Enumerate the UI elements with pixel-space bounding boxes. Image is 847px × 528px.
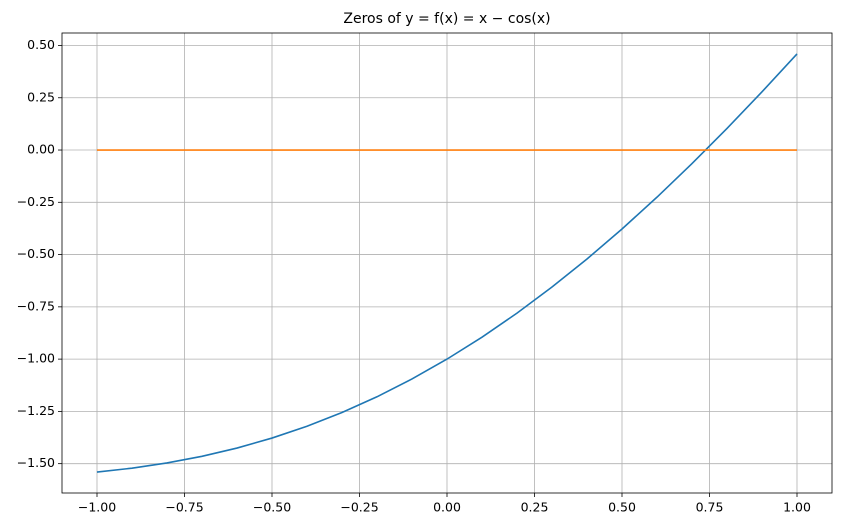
x-tick-label: −1.00 bbox=[78, 500, 116, 515]
x-tick-label: −0.75 bbox=[165, 500, 203, 515]
x-tick-label: 0.75 bbox=[696, 500, 724, 515]
data-line bbox=[96, 53, 798, 473]
y-tick-label: 0.00 bbox=[27, 142, 55, 157]
x-tick-label: 0.00 bbox=[433, 500, 461, 515]
plot-frame bbox=[61, 32, 833, 494]
y-tick-label: −0.50 bbox=[17, 246, 55, 261]
y-tick-label: −1.50 bbox=[17, 455, 55, 470]
x-tick-label: −0.25 bbox=[340, 500, 378, 515]
x-tick-label: 0.50 bbox=[608, 500, 636, 515]
x-tick-label: 0.25 bbox=[521, 500, 549, 515]
y-tick-label: −0.75 bbox=[17, 298, 55, 313]
x-tick-label: 1.00 bbox=[783, 500, 811, 515]
y-tick-label: 0.50 bbox=[27, 37, 55, 52]
chart-title: Zeros of y = f(x) = x − cos(x) bbox=[343, 11, 550, 27]
y-tick-label: −1.00 bbox=[17, 351, 55, 366]
x-tick-label: −0.50 bbox=[253, 500, 291, 515]
y-tick-label: −0.25 bbox=[17, 194, 55, 209]
y-tick-label: −1.25 bbox=[17, 403, 55, 418]
y-tick-label: 0.25 bbox=[27, 89, 55, 104]
